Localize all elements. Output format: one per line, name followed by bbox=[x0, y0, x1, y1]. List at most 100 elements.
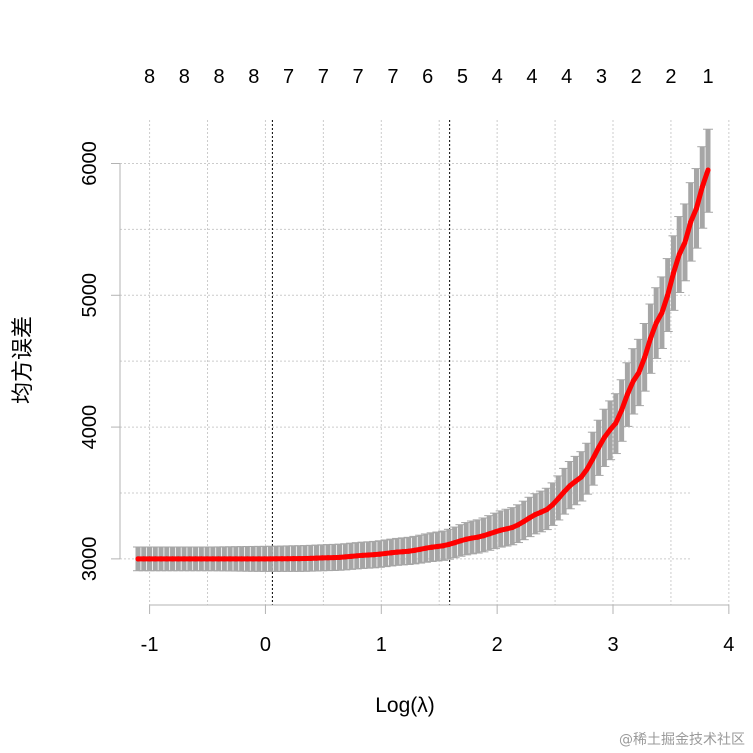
top-axis-label: 5 bbox=[457, 66, 468, 88]
top-axis-label: 7 bbox=[318, 66, 329, 88]
series-point bbox=[665, 292, 671, 298]
series-point bbox=[354, 553, 360, 559]
y-axis-title: 均方误差 bbox=[11, 316, 36, 404]
series-point bbox=[699, 184, 705, 190]
series-point bbox=[619, 407, 625, 413]
error-band bbox=[133, 128, 713, 572]
series-point bbox=[463, 536, 469, 542]
series-point bbox=[244, 556, 250, 562]
series-line bbox=[135, 167, 711, 562]
series-point bbox=[135, 556, 141, 562]
series-point bbox=[262, 556, 268, 562]
x-tick-label: 3 bbox=[607, 634, 618, 656]
series-point bbox=[446, 541, 452, 547]
y-tick-label: 6000 bbox=[79, 141, 101, 186]
series-point bbox=[359, 552, 366, 558]
series-point bbox=[457, 538, 464, 544]
top-axis-label: 3 bbox=[596, 66, 607, 88]
series-point bbox=[475, 534, 481, 540]
series-point bbox=[175, 556, 181, 562]
series-point bbox=[325, 555, 331, 561]
series-point bbox=[382, 550, 389, 557]
series-point bbox=[693, 205, 700, 211]
top-axis-label: 7 bbox=[283, 66, 294, 88]
series-point bbox=[429, 544, 435, 550]
series-point bbox=[187, 556, 193, 562]
series-point bbox=[204, 556, 210, 562]
series-point bbox=[503, 526, 510, 532]
series-point bbox=[406, 548, 412, 554]
series-point bbox=[308, 555, 314, 561]
x-tick-label: -1 bbox=[141, 634, 159, 656]
series-point bbox=[423, 545, 429, 551]
series-point bbox=[158, 556, 164, 562]
series-point bbox=[549, 502, 556, 508]
x-tick-label: 2 bbox=[492, 634, 503, 656]
series-point bbox=[676, 251, 682, 258]
series-point bbox=[555, 495, 561, 502]
series-point bbox=[630, 378, 636, 384]
series-point bbox=[319, 555, 325, 561]
series-point bbox=[572, 478, 579, 484]
series-point bbox=[233, 556, 239, 562]
series-point bbox=[342, 554, 348, 560]
series-point bbox=[601, 434, 607, 441]
top-axis-label: 6 bbox=[422, 66, 433, 88]
y-tick-label: 3000 bbox=[79, 537, 101, 582]
series-point bbox=[532, 511, 538, 518]
top-axis-label: 8 bbox=[214, 66, 225, 88]
series-point bbox=[515, 522, 521, 528]
series-point bbox=[164, 556, 170, 562]
series-point bbox=[394, 549, 400, 555]
series-point bbox=[146, 556, 153, 562]
series-point bbox=[624, 391, 630, 397]
series-point bbox=[400, 549, 406, 555]
series-point bbox=[377, 551, 383, 557]
series-point bbox=[469, 535, 475, 541]
top-axis-label: 7 bbox=[353, 66, 364, 88]
lambda-lines bbox=[271, 120, 451, 605]
top-axis-label: 1 bbox=[702, 66, 713, 88]
watermark: @稀土掘金技术社区 bbox=[619, 732, 745, 748]
top-axis-label: 2 bbox=[665, 66, 676, 88]
series-point bbox=[216, 556, 222, 562]
series-point bbox=[267, 556, 274, 562]
series-point bbox=[296, 556, 302, 562]
series-point bbox=[371, 552, 377, 558]
top-axis-label: 4 bbox=[492, 66, 503, 88]
top-axis-label: 7 bbox=[387, 66, 398, 88]
series-point bbox=[590, 456, 596, 462]
series-point bbox=[688, 219, 694, 225]
top-axis-labels: 8 8 8 8 7 7 7 7 6 5 4 4 4 3 2 2 1 bbox=[144, 66, 714, 88]
top-axis-label: 4 bbox=[561, 66, 572, 88]
series-point bbox=[584, 466, 590, 472]
series-point bbox=[336, 554, 343, 560]
series-point bbox=[169, 556, 176, 562]
series-point bbox=[567, 483, 573, 489]
series-point bbox=[670, 270, 677, 276]
series-point bbox=[486, 531, 492, 537]
series-point bbox=[509, 524, 515, 531]
series-point bbox=[348, 553, 354, 559]
top-axis-label: 8 bbox=[144, 66, 155, 88]
top-axis-label: 8 bbox=[179, 66, 190, 88]
series-point bbox=[544, 506, 550, 513]
series-point bbox=[302, 555, 308, 562]
series-point bbox=[452, 540, 458, 546]
series-path bbox=[135, 167, 711, 562]
series-point bbox=[152, 556, 158, 562]
series-point bbox=[365, 552, 371, 558]
series-point bbox=[642, 354, 648, 360]
series-point bbox=[492, 529, 498, 535]
series-point bbox=[141, 556, 147, 562]
x-tick-label: 4 bbox=[723, 634, 734, 656]
series-point bbox=[239, 556, 245, 562]
series-point bbox=[521, 518, 527, 525]
series-point bbox=[192, 556, 199, 562]
x-tick-label: 1 bbox=[376, 634, 387, 656]
series-point bbox=[578, 474, 584, 480]
series-point bbox=[279, 556, 285, 562]
series-point bbox=[411, 547, 417, 553]
series-point bbox=[434, 543, 440, 550]
